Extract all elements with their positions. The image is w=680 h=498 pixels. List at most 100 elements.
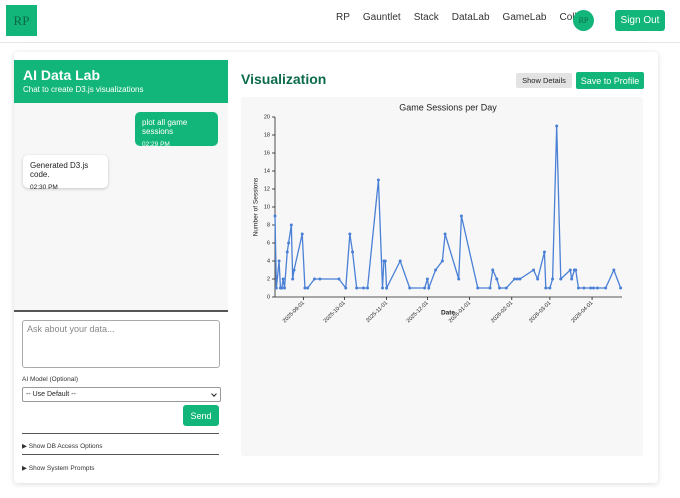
x-tick-label: 2025-10-01 bbox=[323, 300, 347, 324]
chat-title: AI Data Lab bbox=[23, 67, 101, 83]
point bbox=[398, 259, 402, 263]
point bbox=[337, 277, 341, 281]
point bbox=[312, 277, 316, 281]
point bbox=[381, 286, 385, 290]
point bbox=[515, 277, 519, 281]
point bbox=[283, 286, 287, 290]
point bbox=[532, 268, 536, 272]
point bbox=[376, 178, 380, 182]
logo[interactable]: RP bbox=[6, 5, 37, 36]
message-text: plot all game sessions bbox=[142, 118, 188, 136]
y-tick-label: 6 bbox=[267, 240, 270, 246]
point bbox=[292, 268, 296, 272]
y-tick-label: 18 bbox=[264, 132, 270, 138]
x-axis-label: Date bbox=[441, 310, 455, 317]
nav-link[interactable]: Stack bbox=[413, 12, 439, 23]
point bbox=[285, 250, 289, 254]
y-tick-label: 20 bbox=[264, 114, 270, 120]
chart: Game Sessions per Day Number of Sessions… bbox=[253, 102, 623, 324]
y-tick-label: 0 bbox=[267, 294, 270, 300]
message-time: 02:29 PM bbox=[142, 141, 170, 148]
x-tick-label: 2025-09-01 bbox=[282, 300, 306, 324]
point bbox=[476, 286, 480, 290]
point bbox=[277, 259, 281, 263]
point bbox=[568, 268, 572, 272]
point bbox=[559, 277, 563, 281]
chat-input[interactable]: Ask about your data... bbox=[22, 320, 220, 368]
point bbox=[574, 268, 578, 272]
point bbox=[355, 286, 359, 290]
nav-link[interactable]: RP bbox=[336, 12, 350, 23]
y-tick-label: 4 bbox=[267, 258, 270, 264]
point bbox=[596, 286, 600, 290]
point bbox=[443, 232, 447, 236]
point bbox=[281, 277, 285, 281]
save-button[interactable]: Save to Profile bbox=[576, 72, 644, 89]
point bbox=[385, 286, 389, 290]
point bbox=[488, 286, 492, 290]
point bbox=[544, 286, 548, 290]
point bbox=[440, 259, 444, 263]
nav-link[interactable]: DataLab bbox=[451, 12, 490, 23]
point bbox=[570, 277, 574, 281]
nav-link[interactable]: Gauntlet bbox=[362, 12, 401, 23]
point bbox=[612, 268, 616, 272]
y-tick-label: 8 bbox=[267, 222, 270, 228]
point bbox=[589, 286, 593, 290]
point bbox=[289, 223, 293, 227]
point bbox=[361, 286, 365, 290]
point bbox=[427, 286, 431, 290]
point bbox=[434, 268, 438, 272]
point bbox=[408, 286, 412, 290]
y-tick-label: 2 bbox=[267, 276, 270, 282]
point bbox=[318, 277, 322, 281]
y-axis-label: Number of Sessions bbox=[253, 177, 260, 236]
point bbox=[604, 286, 608, 290]
model-label: AI Model (Optional) bbox=[22, 376, 78, 383]
point bbox=[619, 286, 623, 290]
point bbox=[344, 286, 348, 290]
point bbox=[591, 286, 595, 290]
point bbox=[491, 268, 495, 272]
point bbox=[300, 232, 304, 236]
y-tick-label: 12 bbox=[264, 186, 270, 192]
series-line bbox=[274, 125, 622, 291]
point bbox=[306, 286, 310, 290]
divider bbox=[22, 433, 219, 434]
divider bbox=[22, 454, 219, 455]
model-select[interactable]: -- Use Default -- bbox=[22, 387, 221, 402]
message-time: 02:30 PM bbox=[30, 184, 58, 191]
x-tick-label: 2025-11-01 bbox=[365, 300, 389, 324]
point bbox=[548, 286, 552, 290]
point bbox=[512, 277, 516, 281]
y-tick-label: 16 bbox=[264, 150, 270, 156]
point bbox=[555, 124, 559, 128]
point bbox=[459, 214, 463, 218]
x-tick-label: 2026-04-01 bbox=[570, 300, 594, 324]
point bbox=[536, 277, 540, 281]
send-button[interactable]: Send bbox=[183, 405, 219, 426]
chart-title: Game Sessions per Day bbox=[399, 102, 497, 112]
nav-link[interactable]: GameLab bbox=[502, 12, 547, 23]
avatar[interactable]: RP bbox=[573, 10, 594, 31]
db-toggle[interactable]: ▶ Show DB Access Options bbox=[22, 443, 103, 450]
nav-bar bbox=[0, 0, 680, 43]
point bbox=[351, 250, 355, 254]
point bbox=[280, 286, 284, 290]
point bbox=[551, 277, 555, 281]
chart-container: Game Sessions per Day Number of Sessions… bbox=[241, 97, 643, 456]
prompts-toggle[interactable]: ▶ Show System Prompts bbox=[22, 465, 95, 472]
point bbox=[582, 286, 586, 290]
point bbox=[423, 286, 427, 290]
show-details-button[interactable]: Show Details bbox=[516, 73, 572, 88]
point bbox=[273, 214, 277, 218]
point bbox=[383, 259, 387, 263]
point bbox=[576, 286, 580, 290]
point bbox=[303, 286, 307, 290]
sign-out-button[interactable]: Sign Out bbox=[615, 10, 665, 31]
user-message: plot all game sessions 02:29 PM bbox=[135, 112, 218, 148]
point bbox=[425, 277, 429, 281]
y-tick-label: 14 bbox=[264, 168, 270, 174]
panel-title: Visualization bbox=[241, 71, 327, 87]
